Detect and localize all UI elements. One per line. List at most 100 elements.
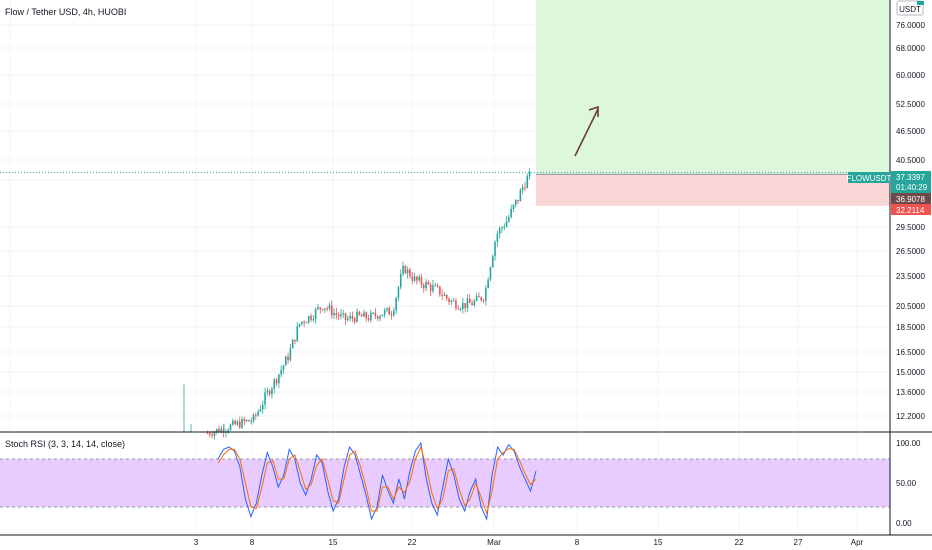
candle xyxy=(287,352,289,365)
candle xyxy=(266,387,269,396)
price-scale[interactable]: 76.0000 68.0000 60.0000 52.5000 46.5000 40.50… xyxy=(896,21,925,421)
stop-zone[interactable] xyxy=(536,174,890,206)
candle xyxy=(347,315,349,322)
candle xyxy=(319,306,322,314)
candle xyxy=(390,310,393,320)
candle xyxy=(439,285,441,297)
candle xyxy=(303,320,305,327)
stoch-rsi-scale[interactable]: 100.00 50.00 0.00 xyxy=(896,439,921,528)
candle xyxy=(227,428,230,435)
currency-badge[interactable]: USDT xyxy=(896,0,924,16)
candle xyxy=(259,405,262,413)
candle xyxy=(395,296,397,315)
last-price-ticker: FLOWUSDT xyxy=(847,174,892,183)
time-scale[interactable]: 3 8 15 22 Mar 8 15 22 27 Apr xyxy=(194,538,864,547)
candle xyxy=(271,386,273,399)
candle xyxy=(337,312,340,321)
last-price-value: 37.3397 xyxy=(896,173,925,182)
candle xyxy=(255,412,257,420)
price-tick-label: 46.5000 xyxy=(896,127,925,136)
symbol-title[interactable]: Flow / Tether USD, 4h, HUOBI xyxy=(5,7,126,17)
candle xyxy=(261,400,264,415)
stoch-rsi-pane[interactable] xyxy=(0,433,890,535)
candle xyxy=(241,416,243,429)
candle xyxy=(485,285,487,306)
candle xyxy=(443,291,446,297)
candle xyxy=(457,305,460,310)
candle xyxy=(455,297,457,311)
grid-main xyxy=(0,0,890,432)
time-tick-label: 22 xyxy=(735,538,744,547)
candle xyxy=(356,308,358,323)
entry-price-value: 36.9078 xyxy=(896,195,925,204)
time-tick-label: 8 xyxy=(575,538,580,547)
candle xyxy=(386,307,388,313)
candle xyxy=(436,283,439,288)
candle xyxy=(374,308,377,320)
candle xyxy=(291,338,294,349)
candle xyxy=(466,294,469,312)
candle xyxy=(487,277,489,289)
currency-badge-label: USDT xyxy=(899,5,921,14)
price-tick-label: 68.0000 xyxy=(896,44,925,53)
candle xyxy=(328,302,331,311)
candle xyxy=(268,389,271,397)
entry-price-badge: 36.9078 xyxy=(891,193,931,204)
candle xyxy=(519,188,522,202)
candle xyxy=(462,298,464,314)
candle xyxy=(434,282,437,287)
price-tick-label: 23.5000 xyxy=(896,272,925,281)
trend-arrow-icon[interactable] xyxy=(574,105,599,157)
candle xyxy=(324,308,326,314)
price-tick-label: 40.5000 xyxy=(896,156,925,165)
candle xyxy=(298,323,301,328)
time-tick-label: Apr xyxy=(851,538,864,547)
time-tick-label: 27 xyxy=(794,538,803,547)
candle xyxy=(296,322,299,343)
candle xyxy=(471,299,473,306)
price-tick-label: 60.0000 xyxy=(896,71,925,80)
rsi-tick-label: 50.00 xyxy=(896,479,917,488)
candle xyxy=(406,266,409,279)
time-tick-label: 15 xyxy=(329,538,338,547)
candle xyxy=(370,309,372,323)
candles xyxy=(183,168,531,440)
price-tick-label: 26.5000 xyxy=(896,247,925,256)
candle xyxy=(312,315,315,323)
candle xyxy=(528,168,531,180)
candle xyxy=(264,387,266,410)
candle xyxy=(482,298,485,304)
candle xyxy=(501,226,503,233)
candle xyxy=(521,184,524,194)
rsi-tick-label: 100.00 xyxy=(896,439,921,448)
target-zone[interactable] xyxy=(536,0,890,175)
candle xyxy=(489,266,492,282)
candle xyxy=(432,280,434,294)
candle xyxy=(508,214,510,223)
candle xyxy=(448,297,450,305)
last-price-countdown: 01:40:29 xyxy=(896,183,928,192)
candle xyxy=(494,240,496,261)
candle xyxy=(215,428,218,435)
candle xyxy=(353,316,356,325)
candle xyxy=(238,416,241,429)
price-tick-label: 16.5000 xyxy=(896,348,925,357)
last-price-badge: FLOWUSDT 37.3397 01:40:29 xyxy=(847,171,931,193)
candle xyxy=(381,314,384,317)
candle xyxy=(496,231,499,247)
candle xyxy=(307,315,310,325)
price-tick-label: 12.2000 xyxy=(896,412,925,421)
candle xyxy=(450,299,453,306)
candle xyxy=(372,311,374,315)
candle xyxy=(333,308,335,319)
candle xyxy=(250,417,253,425)
indicator-title[interactable]: Stoch RSI (3, 3, 14, 14, close) xyxy=(5,439,125,449)
candle xyxy=(225,429,227,438)
time-tick-label: 8 xyxy=(250,538,255,547)
main-pane[interactable] xyxy=(0,0,890,440)
candle xyxy=(340,309,342,320)
candle xyxy=(383,307,386,318)
candle xyxy=(289,343,292,362)
